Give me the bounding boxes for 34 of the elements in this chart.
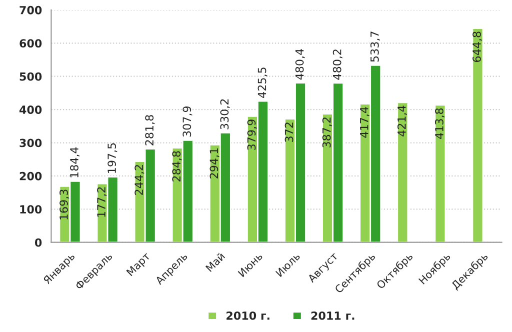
data-label: 421,4 xyxy=(397,106,407,136)
legend-label: 2010 г. xyxy=(226,311,270,320)
bar xyxy=(472,28,484,242)
data-label: 284,8 xyxy=(172,151,182,182)
data-label: 533,7 xyxy=(370,32,380,62)
data-label: 330,2 xyxy=(220,99,230,130)
y-tick-label: 400 xyxy=(19,106,42,114)
y-tick-label: 600 xyxy=(20,39,42,48)
data-label: 294,1 xyxy=(210,148,220,178)
data-label: 387,2 xyxy=(322,118,332,148)
y-tick-label: 700 xyxy=(20,6,42,14)
data-label: 480,4 xyxy=(295,49,305,80)
data-label: 169,3 xyxy=(60,190,70,220)
y-tick-label: 200 xyxy=(20,172,42,180)
data-label: 197,5 xyxy=(108,143,118,173)
data-label: 307,9 xyxy=(182,106,192,137)
data-label: 413,8 xyxy=(435,108,445,139)
y-tick-label: 0 xyxy=(34,238,42,247)
data-label: 644,8 xyxy=(472,32,482,62)
data-label: 425,5 xyxy=(258,68,268,98)
bar xyxy=(396,102,409,242)
legend-label: 2011 г. xyxy=(311,311,354,320)
y-tick-label: 300 xyxy=(20,138,42,148)
data-label: 281,8 xyxy=(145,115,155,146)
data-label: 184,4 xyxy=(70,147,80,178)
data-label: 372 xyxy=(284,122,294,142)
y-tick-label: 500 xyxy=(20,72,42,81)
data-label: 417,4 xyxy=(360,107,370,138)
y-tick-label: 100 xyxy=(20,205,42,214)
data-label: 244,2 xyxy=(134,165,144,195)
data-label: 379,9 xyxy=(247,120,257,150)
bar xyxy=(434,104,446,242)
data-label: 177,2 xyxy=(97,187,107,217)
data-label: 480,2 xyxy=(332,50,342,80)
